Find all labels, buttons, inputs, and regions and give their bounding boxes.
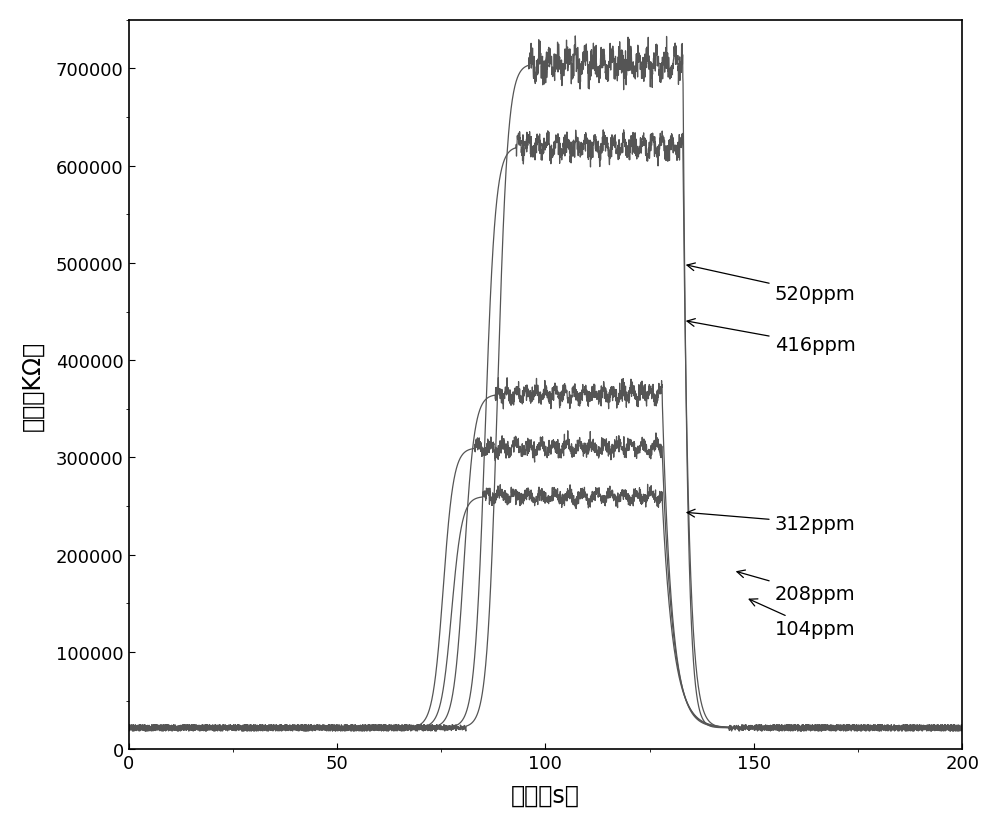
Y-axis label: 电阻（KΩ）: 电阻（KΩ） bbox=[21, 340, 45, 430]
Text: 208ppm: 208ppm bbox=[737, 570, 855, 604]
Text: 416ppm: 416ppm bbox=[687, 320, 855, 354]
Text: 312ppm: 312ppm bbox=[687, 510, 855, 533]
Text: 104ppm: 104ppm bbox=[749, 599, 855, 638]
Text: 520ppm: 520ppm bbox=[687, 263, 855, 304]
X-axis label: 时间（s）: 时间（s） bbox=[511, 783, 580, 807]
